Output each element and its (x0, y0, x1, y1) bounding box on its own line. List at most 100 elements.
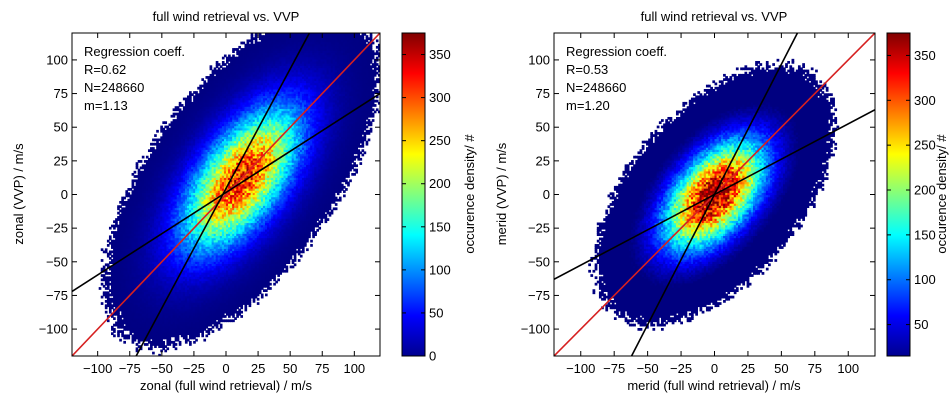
density-cell (162, 213, 165, 217)
density-cell (117, 246, 120, 249)
density-cell (160, 181, 163, 185)
density-cell (156, 220, 159, 224)
density-cell (137, 267, 141, 271)
density-cell (162, 250, 165, 254)
density-cell (197, 312, 200, 316)
density-cell (168, 160, 172, 163)
density-cell (199, 95, 202, 99)
density-cell (176, 164, 180, 168)
density-cell (115, 246, 118, 249)
density-cell (123, 306, 126, 310)
density-cell (145, 198, 149, 202)
density-cell (191, 194, 194, 198)
density-cell (176, 291, 180, 295)
density-cell (147, 228, 151, 232)
density-cell (162, 248, 165, 252)
density-cell (191, 121, 194, 125)
density-cell (145, 207, 149, 211)
density-cell (143, 244, 147, 247)
density-cell (117, 276, 120, 280)
density-cell (104, 295, 108, 299)
density-cell (137, 338, 141, 342)
density-cell (143, 267, 147, 271)
density-cell (191, 172, 194, 176)
density-cell (145, 175, 149, 178)
density-cell (197, 325, 200, 329)
density-cell (172, 239, 176, 243)
density-cell (158, 175, 161, 178)
density-cell (184, 272, 188, 275)
density-cell (156, 319, 159, 323)
density-cell (172, 321, 176, 325)
density-cell (205, 231, 209, 234)
density-cell (143, 216, 147, 219)
density-cell (209, 254, 213, 258)
density-cell (180, 233, 184, 237)
density-cell (174, 272, 178, 275)
density-cell (207, 207, 211, 211)
density-cell (150, 345, 153, 348)
density-cell (160, 317, 163, 320)
density-cell (141, 319, 145, 323)
density-cell (182, 97, 186, 101)
density-cell (168, 304, 172, 308)
density-cell (123, 340, 126, 344)
density-cell (127, 192, 131, 196)
density-cell (207, 196, 211, 200)
density-cell (152, 259, 155, 262)
density-cell (119, 280, 122, 284)
density-cell (176, 259, 180, 262)
density-cell (135, 162, 139, 165)
density-cell (166, 207, 170, 211)
density-cell (172, 259, 176, 262)
density-cell (131, 254, 135, 258)
density-cell (195, 134, 198, 137)
density-cell (193, 233, 196, 237)
density-cell (100, 267, 104, 271)
density-cell (162, 164, 165, 168)
density-cell (172, 200, 176, 204)
density-cell (203, 170, 207, 174)
density-cell (145, 172, 149, 176)
density-cell (133, 200, 137, 204)
density-cell (166, 233, 170, 237)
density-cell (201, 123, 205, 127)
density-cell (137, 330, 141, 333)
density-cell (176, 235, 180, 239)
density-cell (166, 291, 170, 295)
density-cell (147, 194, 151, 198)
density-cell (137, 340, 141, 344)
density-cell (141, 263, 145, 267)
density-cell (174, 336, 178, 340)
density-cell (156, 293, 159, 297)
density-cell (125, 213, 129, 217)
density-cell (135, 213, 139, 217)
density-cell (186, 297, 190, 301)
density-cell (178, 310, 182, 314)
density-cell (170, 293, 174, 297)
density-cell (184, 198, 188, 202)
density-cell (129, 325, 133, 329)
density-cell (189, 239, 192, 243)
density-cell (201, 97, 205, 101)
density-cell (182, 287, 186, 290)
density-cell (143, 315, 147, 318)
density-cell (199, 160, 202, 163)
density-cell (141, 226, 145, 230)
density-cell (137, 297, 141, 301)
density-cell (186, 104, 190, 107)
density-cell (170, 121, 174, 125)
density-cell (193, 304, 196, 308)
density-cell (143, 196, 147, 200)
density-cell (123, 282, 126, 286)
density-cell (172, 269, 176, 273)
density-cell (143, 175, 147, 178)
density-cell (174, 265, 178, 269)
density-cell (172, 252, 176, 256)
density-cell (184, 321, 188, 325)
density-cell (209, 302, 213, 305)
density-cell (189, 170, 192, 174)
density-cell (145, 231, 149, 234)
density-cell (123, 218, 126, 221)
density-cell (174, 343, 178, 346)
